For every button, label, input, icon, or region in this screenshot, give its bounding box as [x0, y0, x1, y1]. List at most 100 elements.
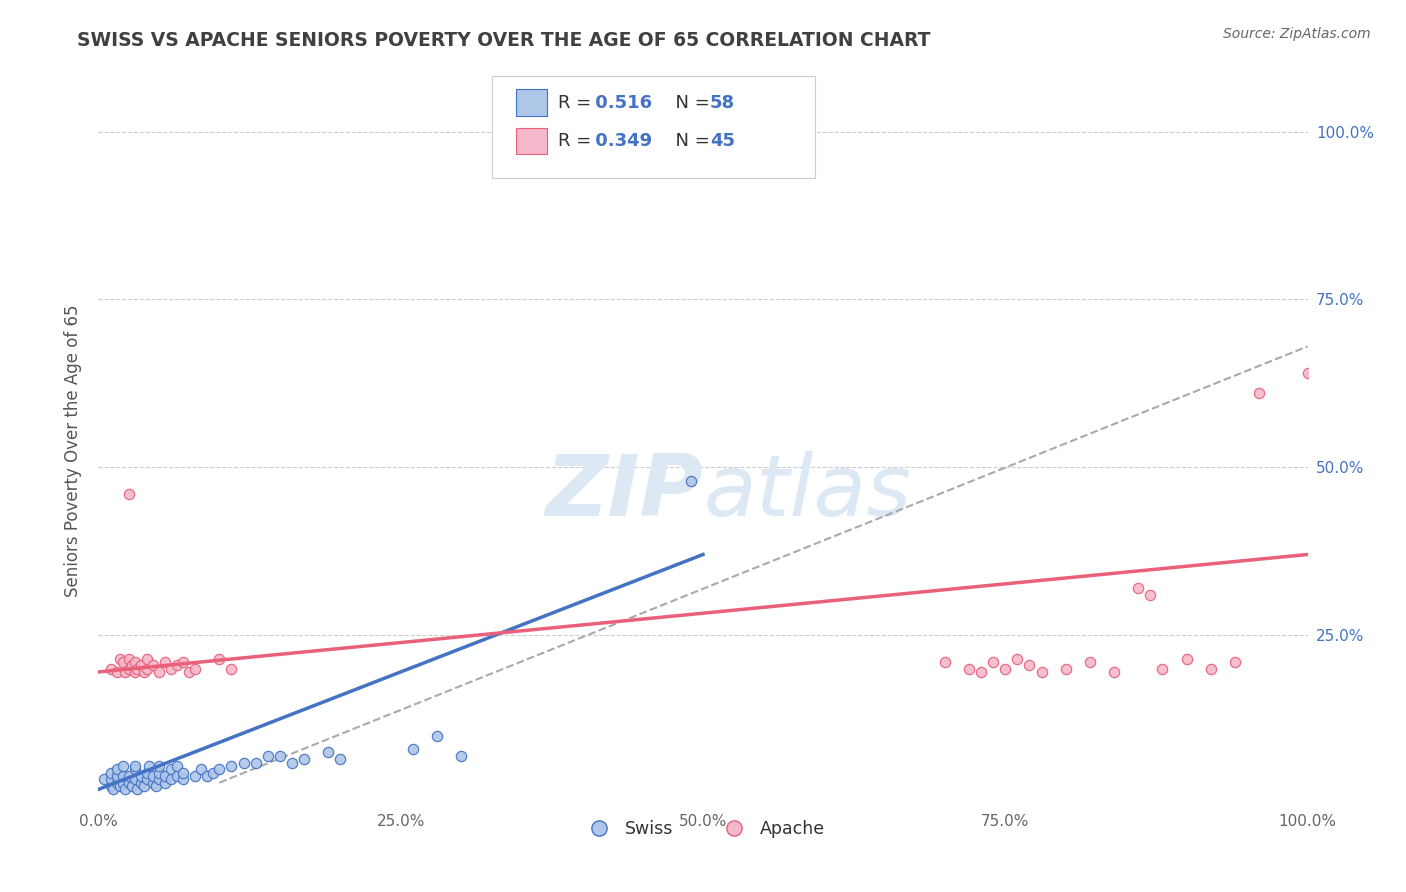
Point	[1054, 662, 1077, 676]
Point	[134, 779, 156, 793]
Point	[105, 665, 128, 679]
Point	[208, 651, 231, 665]
Point	[221, 759, 243, 773]
Point	[101, 782, 124, 797]
Point	[957, 662, 980, 676]
Point	[100, 662, 122, 676]
Point	[160, 662, 183, 676]
Point	[100, 779, 122, 793]
Point	[148, 765, 170, 780]
Point	[111, 655, 134, 669]
Point	[184, 662, 207, 676]
Point	[245, 756, 267, 770]
Point	[145, 779, 167, 793]
Point	[153, 769, 176, 783]
Point	[129, 658, 152, 673]
Point	[108, 779, 131, 793]
Point	[1031, 665, 1053, 679]
Point	[124, 772, 146, 787]
Point	[166, 759, 188, 773]
Point	[970, 665, 993, 679]
Point	[124, 762, 146, 776]
Point	[111, 769, 134, 783]
Point	[105, 769, 128, 783]
Point	[1128, 581, 1150, 595]
Text: atlas: atlas	[703, 451, 911, 534]
Point	[160, 772, 183, 787]
Point	[269, 748, 291, 763]
Point	[124, 759, 146, 773]
Point	[142, 775, 165, 789]
Point	[190, 762, 212, 776]
Point	[127, 662, 149, 676]
Point	[172, 772, 194, 787]
Point	[153, 655, 176, 669]
Point	[121, 779, 143, 793]
Point	[108, 651, 131, 665]
Point	[934, 655, 956, 669]
Point	[111, 759, 134, 773]
Point	[202, 765, 225, 780]
Point	[1139, 588, 1161, 602]
Y-axis label: Seniors Poverty Over the Age of 65: Seniors Poverty Over the Age of 65	[63, 304, 82, 597]
Point	[114, 782, 136, 797]
Point	[135, 651, 157, 665]
Point	[138, 759, 160, 773]
Point	[679, 474, 702, 488]
Point	[121, 658, 143, 673]
Point	[166, 658, 188, 673]
Point	[172, 765, 194, 780]
Point	[118, 487, 141, 501]
Point	[402, 742, 425, 756]
Point	[426, 729, 449, 743]
Point	[135, 765, 157, 780]
Point	[160, 762, 183, 776]
Point	[118, 662, 141, 676]
Point	[118, 769, 141, 783]
Point	[1199, 662, 1222, 676]
Text: R =: R =	[558, 94, 598, 112]
Point	[1223, 655, 1246, 669]
Point	[129, 769, 152, 783]
Point	[316, 746, 339, 760]
Point	[118, 651, 141, 665]
Point	[124, 665, 146, 679]
Point	[129, 775, 152, 789]
Point	[124, 655, 146, 669]
Text: R =: R =	[558, 132, 598, 150]
Point	[1018, 658, 1040, 673]
Point	[166, 769, 188, 783]
Point	[1152, 662, 1174, 676]
Text: SWISS VS APACHE SENIORS POVERTY OVER THE AGE OF 65 CORRELATION CHART: SWISS VS APACHE SENIORS POVERTY OVER THE…	[77, 31, 931, 50]
Point	[1296, 366, 1319, 380]
Point	[1007, 651, 1029, 665]
Point	[221, 662, 243, 676]
Text: 58: 58	[710, 94, 735, 112]
Point	[100, 765, 122, 780]
Point	[135, 662, 157, 676]
Point	[134, 665, 156, 679]
Point	[148, 665, 170, 679]
Point	[1249, 386, 1271, 401]
Point	[118, 775, 141, 789]
Point	[1102, 665, 1125, 679]
Point	[994, 662, 1017, 676]
Text: 0.516: 0.516	[589, 94, 652, 112]
Point	[208, 762, 231, 776]
Point	[105, 775, 128, 789]
Point	[127, 782, 149, 797]
Point	[100, 772, 122, 787]
Point	[148, 759, 170, 773]
Point	[111, 775, 134, 789]
Text: N =: N =	[664, 132, 716, 150]
Point	[232, 756, 254, 770]
Point	[135, 772, 157, 787]
Point	[450, 748, 472, 763]
Point	[172, 655, 194, 669]
Point	[153, 775, 176, 789]
Point	[1175, 651, 1198, 665]
Point	[195, 769, 218, 783]
Point	[142, 769, 165, 783]
Point	[281, 756, 304, 770]
Text: 45: 45	[710, 132, 735, 150]
